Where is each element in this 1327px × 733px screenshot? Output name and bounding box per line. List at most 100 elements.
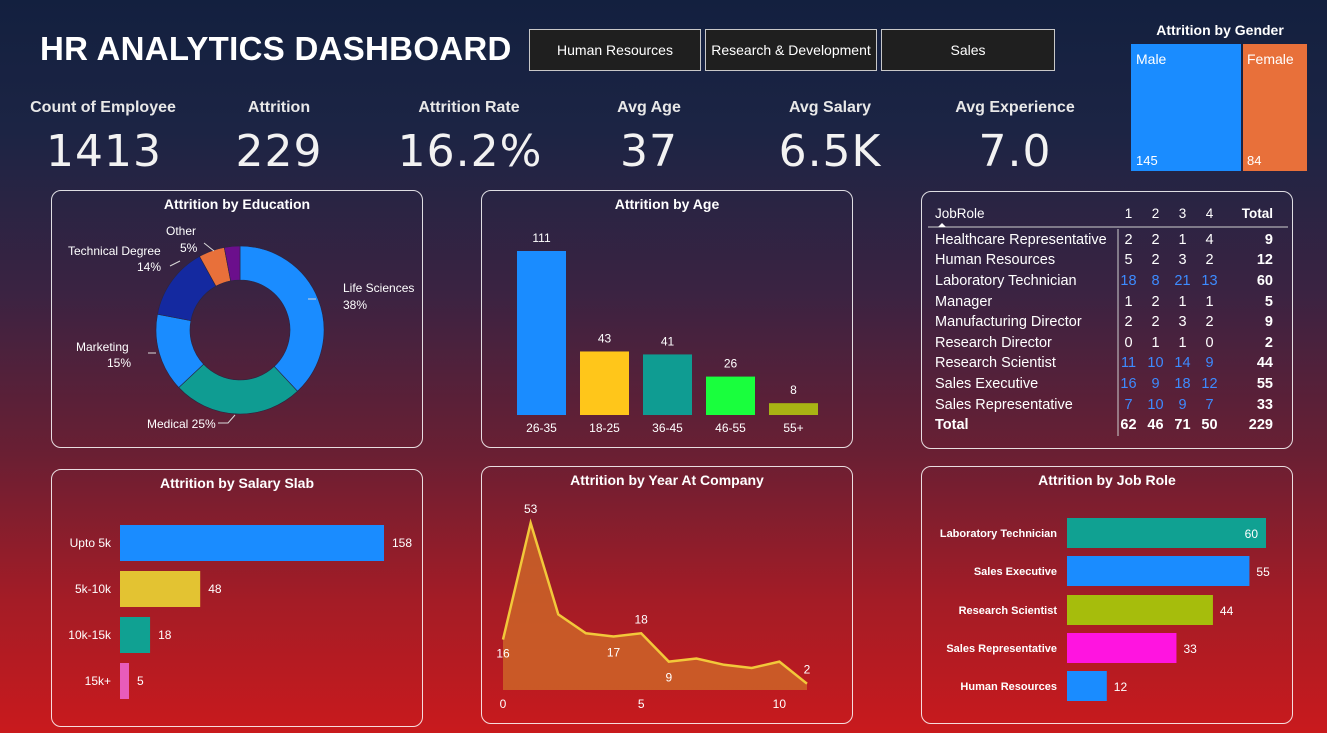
matrix-cell-total: 2 <box>1264 334 1273 351</box>
matrix-total-row: Total 62 46 71 50 229 <box>935 415 1275 436</box>
matrix-cell-value: 10 <box>1147 355 1164 372</box>
jobrole-bar-2[interactable] <box>1067 595 1213 625</box>
treemap-value-male: 145 <box>1136 153 1158 168</box>
jobrole-category-label: Laboratory Technician <box>940 528 1057 540</box>
matrix-header-4[interactable]: 4 <box>1205 205 1214 221</box>
kpi-value-attrition: 229 <box>235 126 323 177</box>
matrix-row[interactable]: Healthcare Representative 2 2 1 4 9 <box>935 230 1275 251</box>
panel-attrition-jobrole: Attrition by Job Role 60 Laboratory Techn… <box>921 466 1293 724</box>
matrix-header-total[interactable]: Total <box>1241 205 1273 221</box>
salary-bar-value: 48 <box>208 582 222 596</box>
matrix-cell-value: 2 <box>1124 314 1133 331</box>
gender-chart-title: Attrition by Gender <box>1156 22 1284 38</box>
jobrole-bar-0[interactable] <box>1067 518 1266 548</box>
age-tick-label: 46-55 <box>715 421 746 435</box>
salary-bar-1[interactable] <box>120 571 201 607</box>
jobrole-bar-1[interactable] <box>1067 556 1250 586</box>
matrix-cell-role: Sales Executive <box>935 376 1039 393</box>
salary-bar-value: 18 <box>158 628 172 642</box>
age-bar-46-55[interactable] <box>706 376 755 415</box>
slicer-sales[interactable]: Sales <box>881 29 1055 71</box>
age-bar-18-25[interactable] <box>580 351 629 415</box>
jobrole-category-label: Sales Representative <box>946 643 1057 655</box>
slicer-research-development[interactable]: Research & Development <box>705 29 877 71</box>
sort-arrow-icon <box>938 223 946 227</box>
matrix-cell-total: 9 <box>1264 314 1273 331</box>
edu-label-marketing-pct: 15% <box>107 356 131 370</box>
education-chart-title: Attrition by Education <box>163 196 311 212</box>
age-tick-label: 18-25 <box>589 421 620 435</box>
kpi-value-count-employee: 1413 <box>46 126 162 177</box>
matrix-cell-value: 2 <box>1205 314 1214 331</box>
jobrole-bar-value: 60 <box>1245 527 1259 541</box>
matrix-header-1[interactable]: 1 <box>1124 205 1133 221</box>
year-tick-label: 5 <box>638 697 645 711</box>
matrix-cell-value: 3 <box>1178 252 1187 269</box>
age-bar-26-35[interactable] <box>517 251 566 415</box>
jobrole-bar-value: 55 <box>1256 565 1270 579</box>
age-bar-55+[interactable] <box>769 403 818 415</box>
matrix-row[interactable]: Research Director 0 1 1 0 2 <box>935 333 1275 354</box>
matrix-row[interactable]: Human Resources 5 2 3 2 12 <box>935 250 1275 271</box>
matrix-row[interactable]: Laboratory Technician 18 8 21 13 60 <box>935 271 1275 292</box>
matrix-cell-role: Healthcare Representative <box>935 231 1107 248</box>
leader-medical <box>218 414 236 424</box>
slicer-human-resources[interactable]: Human Resources <box>529 29 701 71</box>
age-bar-value: 26 <box>724 357 738 371</box>
year-point-label: 16 <box>496 647 510 661</box>
matrix-cell-role: Sales Representative <box>935 396 1073 413</box>
treemap-tile-male[interactable]: Male 145 <box>1131 44 1241 171</box>
matrix-total-1: 62 <box>1120 417 1137 434</box>
matrix-row[interactable]: Manufacturing Director 2 2 3 2 9 <box>935 312 1275 333</box>
salary-bar-2[interactable] <box>120 617 151 653</box>
edu-label-medical: Medical 25% <box>147 417 216 431</box>
treemap-tile-female[interactable]: Female 84 <box>1243 44 1307 171</box>
panel-attrition-age: Attrition by Age 111 26-35 43 18-25 41 36-45 2… <box>481 190 853 448</box>
jobrole-bar-3[interactable] <box>1067 633 1177 663</box>
salary-bar-value: 158 <box>392 536 412 550</box>
salary-bar-0[interactable] <box>120 525 384 561</box>
year-point-label: 18 <box>635 612 649 626</box>
matrix-cell-value: 2 <box>1151 314 1160 331</box>
matrix-header-3[interactable]: 3 <box>1178 205 1187 221</box>
matrix-row[interactable]: Research Scientist 11 10 14 9 44 <box>935 353 1275 374</box>
matrix-cell-role: Laboratory Technician <box>935 273 1077 290</box>
edu-label-technical: Technical Degree <box>68 244 161 258</box>
matrix-cell-value: 1 <box>1205 293 1214 310</box>
year-area-line[interactable] <box>501 518 808 685</box>
leader-other <box>203 242 215 252</box>
year-point-label: 53 <box>524 502 538 516</box>
salary-bar-value: 5 <box>137 674 144 688</box>
year-point-label: 17 <box>607 645 621 659</box>
matrix-cell-value: 5 <box>1124 252 1133 269</box>
matrix-cell-value: 18 <box>1174 376 1191 393</box>
jobrole-bar-4[interactable] <box>1067 671 1107 701</box>
year-area-chart: 16 53 17 18 9 2 0 5 10 <box>496 502 810 711</box>
matrix-row[interactable]: Sales Representative 7 10 9 7 33 <box>935 394 1275 415</box>
matrix-row[interactable]: Sales Executive 16 9 18 12 55 <box>935 374 1275 395</box>
donut-slice-human-resources[interactable] <box>223 245 241 282</box>
matrix-header-jobrole[interactable]: JobRole <box>935 205 985 221</box>
kpi-label-attrition-rate: Attrition Rate <box>418 99 520 116</box>
matrix-cell-value: 8 <box>1151 273 1160 290</box>
matrix-cell-value: 11 <box>1120 355 1137 372</box>
year-chart-title: Attrition by Year At Company <box>570 472 764 488</box>
salary-bar-3[interactable] <box>120 663 129 699</box>
matrix-cell-value: 12 <box>1201 376 1218 393</box>
kpi-label-avg-experience: Avg Experience <box>955 99 1075 116</box>
donut-slice-life-sciences[interactable] <box>239 245 325 392</box>
panel-attrition-education: Attrition by Education Life Sciences 38%… <box>51 190 423 448</box>
matrix-cell-value: 0 <box>1205 334 1214 351</box>
jobrole-bar-value: 33 <box>1183 642 1197 656</box>
matrix-total-4: 50 <box>1201 417 1218 434</box>
kpi-value-avg-experience: 7.0 <box>978 126 1052 177</box>
kpi-label-avg-age: Avg Age <box>617 99 681 116</box>
age-bar-36-45[interactable] <box>643 354 692 415</box>
matrix-row[interactable]: Manager 1 2 1 1 5 <box>935 291 1275 312</box>
matrix-cell-value: 9 <box>1151 376 1160 393</box>
matrix-cell-role: Human Resources <box>935 252 1056 269</box>
matrix-header-2[interactable]: 2 <box>1151 205 1160 221</box>
year-point-label: 9 <box>665 671 672 685</box>
panel-attrition-salary: Attrition by Salary Slab 158 Upto 5k 48 5k-… <box>51 469 423 727</box>
page-title: HR ANALYTICS DASHBOARD <box>40 30 512 67</box>
